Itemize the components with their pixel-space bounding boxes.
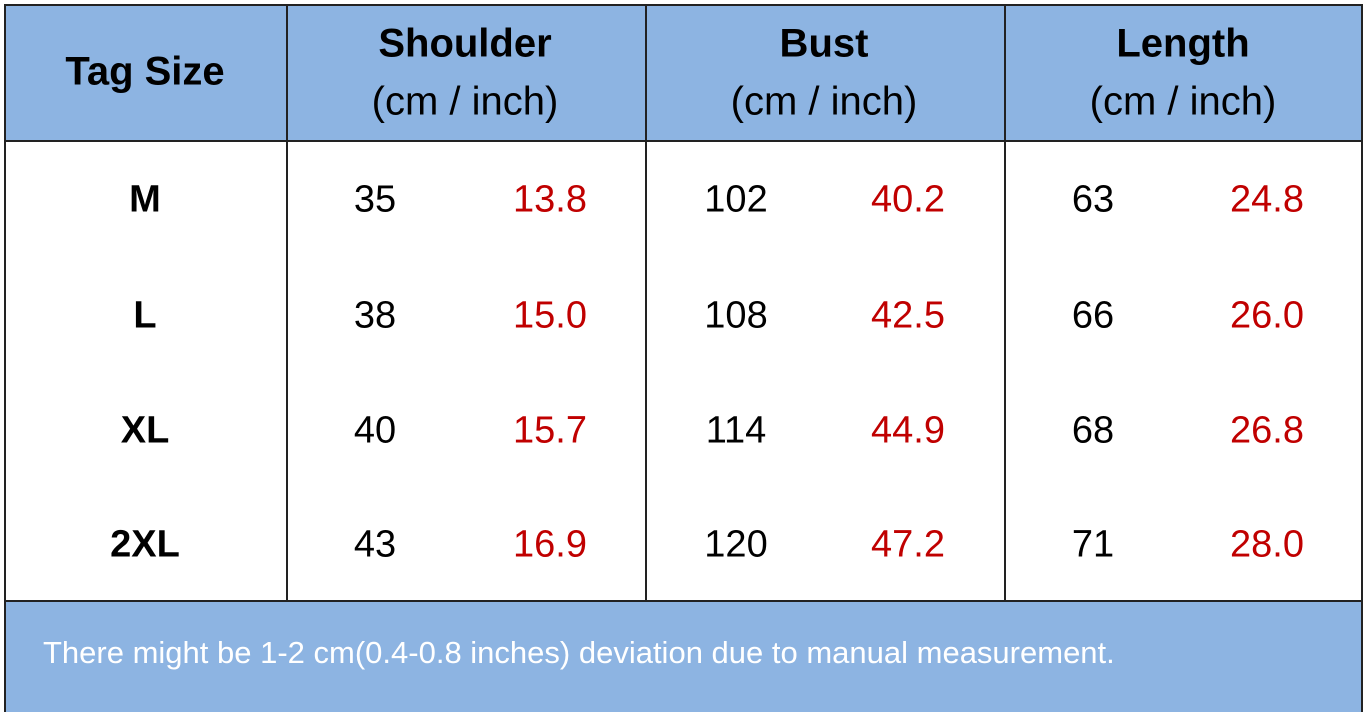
- cm-value: 38: [353, 294, 397, 337]
- tag-size: M: [129, 178, 161, 221]
- cm-value: 108: [704, 294, 768, 337]
- inch-value: 26.8: [1230, 409, 1304, 452]
- cm-value: 66: [1071, 294, 1115, 337]
- inch-value: 42.5: [871, 294, 945, 337]
- cm-value: 120: [704, 523, 768, 566]
- inch-value: 16.9: [513, 523, 587, 566]
- cm-value: 43: [353, 523, 397, 566]
- inch-value: 26.0: [1230, 294, 1304, 337]
- cm-value: 35: [353, 178, 397, 221]
- inch-value: 15.7: [513, 409, 587, 452]
- cm-value: 102: [704, 178, 768, 221]
- column-divider: [286, 6, 288, 600]
- column-title: Bust: [779, 21, 869, 66]
- column-unit: (cm / inch): [1089, 79, 1277, 124]
- column-divider: [1004, 6, 1006, 600]
- inch-value: 15.0: [513, 294, 587, 337]
- column-title: Length: [1116, 21, 1250, 66]
- tag-size: XL: [120, 409, 170, 452]
- column-title: Tag Size: [65, 49, 225, 94]
- column-unit: (cm / inch): [730, 79, 918, 124]
- inch-value: 24.8: [1230, 178, 1304, 221]
- cm-value: 71: [1071, 523, 1115, 566]
- inch-value: 44.9: [871, 409, 945, 452]
- cm-value: 40: [353, 409, 397, 452]
- inch-value: 40.2: [871, 178, 945, 221]
- tag-size: L: [133, 294, 157, 337]
- column-title: Shoulder: [378, 21, 552, 66]
- column-unit: (cm / inch): [371, 79, 559, 124]
- header-row: [6, 6, 1361, 142]
- column-divider: [645, 6, 647, 600]
- inch-value: 13.8: [513, 178, 587, 221]
- cm-value: 68: [1071, 409, 1115, 452]
- tag-size: 2XL: [110, 523, 180, 566]
- inch-value: 28.0: [1230, 523, 1304, 566]
- footer-row: [6, 600, 1361, 712]
- size-chart: [4, 4, 1363, 712]
- note: There might be 1-2 cm(0.4-0.8 inches) de…: [43, 635, 1115, 670]
- cm-value: 114: [705, 409, 767, 452]
- cm-value: 63: [1071, 178, 1115, 221]
- inch-value: 47.2: [871, 523, 945, 566]
